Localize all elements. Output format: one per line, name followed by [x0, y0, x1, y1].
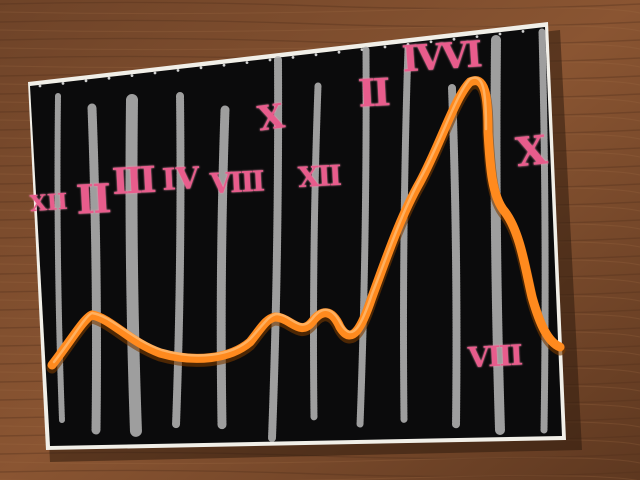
- glitter-dot: [176, 69, 180, 72]
- glitter-line: [490, 35, 505, 435]
- glitter-dot: [291, 56, 295, 59]
- glitter-dot: [337, 50, 341, 54]
- glitter-line: [310, 82, 322, 422]
- glitter-dot: [452, 37, 456, 41]
- glitter-line: [448, 84, 461, 429]
- glitter-line: [400, 44, 412, 424]
- glitter-line: [216, 105, 230, 430]
- glitter-dot: [61, 82, 65, 85]
- glitter-dot: [314, 53, 318, 57]
- glitter-line: [87, 103, 101, 435]
- black-card: [30, 27, 562, 446]
- glitter-lines: [54, 28, 549, 442]
- glitter-dot: [383, 45, 387, 49]
- glitter-dot: [245, 61, 249, 64]
- glitter-line: [54, 93, 65, 423]
- glitter-dot: [199, 66, 203, 70]
- glitter-dot: [268, 58, 272, 62]
- glitter-dot: [130, 74, 134, 77]
- glitter-dot: [153, 71, 157, 75]
- glitter-line: [125, 94, 142, 438]
- glitter-dot: [429, 40, 433, 44]
- glitter-dot: [498, 32, 502, 36]
- glitter-line: [268, 56, 283, 442]
- glitter-dot: [38, 84, 42, 88]
- glitter-line: [538, 28, 549, 434]
- glitter-line: [172, 92, 185, 429]
- glitter-dot: [521, 30, 525, 33]
- glitter-dot: [475, 35, 479, 38]
- glitter-dot: [84, 79, 88, 83]
- glitter-line: [356, 46, 370, 429]
- glitter-dot: [107, 76, 111, 80]
- glitter-dot: [222, 63, 226, 67]
- orange-curve-highlight: [52, 76, 488, 364]
